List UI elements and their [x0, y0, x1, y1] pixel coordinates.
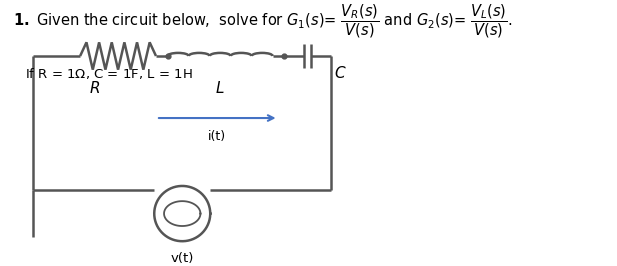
Text: L: L: [216, 81, 225, 96]
Text: R: R: [89, 81, 100, 96]
Text: If R = 1$\Omega$, C = 1F, L = 1H: If R = 1$\Omega$, C = 1F, L = 1H: [25, 66, 193, 81]
Text: $\mathbf{1.}$ Given the circuit below,  solve for $G_1(s)$= $\dfrac{V_R(s)}{V(s): $\mathbf{1.}$ Given the circuit below, s…: [13, 3, 513, 40]
Text: v(t): v(t): [170, 252, 194, 265]
Text: C: C: [334, 66, 345, 81]
Text: i(t): i(t): [208, 130, 226, 143]
